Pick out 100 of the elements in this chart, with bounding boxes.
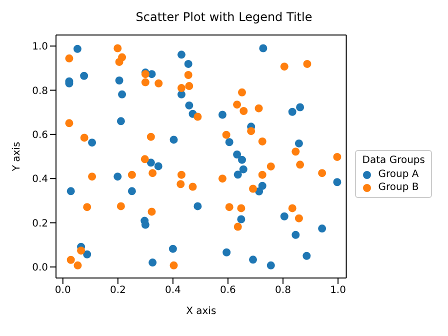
point — [66, 187, 75, 196]
point — [266, 162, 275, 170]
point — [238, 88, 246, 96]
point — [184, 60, 192, 68]
point — [294, 139, 303, 148]
point — [88, 138, 96, 147]
point — [258, 137, 266, 146]
legend-label: Group A — [378, 169, 419, 180]
point — [237, 215, 246, 224]
x-tick-label: 0.4 — [164, 285, 181, 296]
point — [280, 62, 288, 71]
point — [177, 50, 186, 59]
point — [185, 101, 194, 110]
point — [222, 130, 230, 139]
x-tick-label: 0.8 — [275, 285, 291, 296]
x-tick-label: 1.0 — [330, 285, 346, 296]
legend-title: Data Groups — [362, 155, 425, 166]
point — [233, 150, 242, 159]
point — [333, 178, 342, 186]
point — [168, 244, 177, 253]
y-tick-label: 1.0 — [32, 42, 48, 53]
y-tick-label: 0.0 — [32, 262, 48, 274]
point — [238, 156, 246, 164]
point — [114, 44, 122, 52]
point — [170, 261, 178, 270]
y-tick-label: 0.2 — [32, 218, 48, 230]
point — [239, 165, 248, 174]
y-tick-label: 0.8 — [32, 86, 48, 97]
point — [73, 44, 82, 53]
point — [114, 172, 122, 181]
point — [176, 180, 185, 188]
x-tick-label: 0.6 — [220, 285, 236, 296]
point — [148, 169, 157, 178]
point — [218, 110, 226, 119]
legend-label: Group B — [378, 182, 419, 193]
point — [66, 256, 75, 264]
point — [116, 202, 125, 210]
y-tick-label: 0.4 — [32, 174, 48, 186]
point — [65, 54, 74, 62]
point — [177, 84, 186, 92]
point — [280, 212, 288, 220]
chart-title: Scatter Plot with Legend Title — [134, 10, 314, 26]
point — [318, 169, 326, 178]
point — [233, 100, 242, 109]
point — [218, 174, 226, 183]
point — [258, 170, 266, 179]
point — [303, 60, 312, 68]
point — [118, 90, 126, 98]
point — [259, 44, 268, 52]
point — [154, 162, 162, 170]
point — [240, 106, 248, 115]
point — [292, 148, 300, 156]
point — [288, 204, 296, 212]
x-axis-title: X axis — [186, 306, 216, 317]
point — [194, 112, 202, 121]
point — [225, 203, 234, 212]
point — [333, 152, 342, 161]
point — [184, 70, 192, 79]
point — [141, 220, 150, 229]
point — [296, 103, 304, 112]
point — [234, 170, 242, 179]
point — [234, 222, 242, 231]
point — [296, 160, 304, 169]
point — [115, 58, 124, 66]
point — [266, 261, 275, 270]
point — [222, 248, 231, 256]
point — [80, 134, 88, 142]
point — [88, 172, 96, 181]
point — [249, 184, 258, 193]
point — [148, 258, 157, 267]
point — [128, 187, 136, 196]
point — [288, 108, 296, 116]
point — [194, 202, 202, 210]
y-tick-label: 0.6 — [32, 130, 48, 141]
point — [318, 224, 326, 233]
point — [141, 78, 150, 86]
point — [77, 246, 86, 255]
y-axis-title: Y axis — [12, 142, 23, 172]
point — [80, 72, 88, 80]
point — [115, 76, 124, 85]
point — [247, 127, 256, 136]
x-tick-label: 0.2 — [110, 285, 126, 296]
point — [128, 170, 136, 179]
point — [254, 104, 263, 112]
point — [255, 187, 264, 196]
point — [188, 182, 197, 191]
point — [170, 136, 178, 144]
point — [146, 132, 155, 141]
point — [302, 252, 311, 260]
point — [292, 230, 300, 239]
point — [154, 79, 163, 88]
point — [65, 119, 74, 128]
point — [74, 261, 82, 270]
point — [146, 158, 155, 167]
point — [237, 204, 246, 212]
point — [294, 214, 303, 222]
x-tick-label: 0.0 — [54, 285, 71, 296]
point — [140, 155, 149, 164]
point — [185, 82, 194, 90]
point — [116, 117, 125, 126]
